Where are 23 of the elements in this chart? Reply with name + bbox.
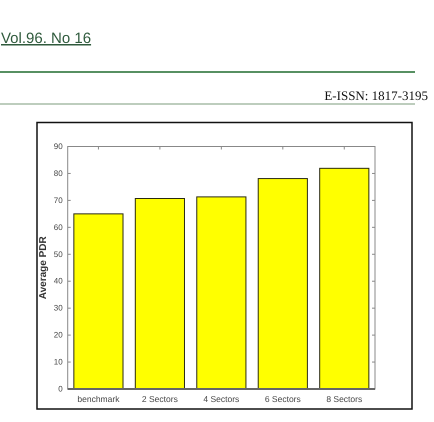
x-tick-label: 4 Sectors xyxy=(203,394,240,404)
text: Vol.96. No 16 xyxy=(1,30,92,47)
y-tick-label: 20 xyxy=(54,330,64,340)
y-tick-label: 70 xyxy=(54,196,64,205)
x-tick-label: 6 Sectors xyxy=(264,394,301,404)
y-tick-label: 30 xyxy=(54,304,64,313)
y-tick-label: 60 xyxy=(54,222,64,232)
text: E-ISSN: 1817-3195 xyxy=(324,88,428,103)
y-tick-label: 50 xyxy=(54,250,64,259)
bar xyxy=(196,196,246,390)
bar xyxy=(319,168,370,390)
bar xyxy=(73,213,124,390)
y-tick-label: 80 xyxy=(54,168,64,178)
y-axis-title: Average PDR xyxy=(38,235,49,300)
y-tick-label: 40 xyxy=(54,276,64,286)
x-tick-label: benchmark xyxy=(77,394,120,404)
y-tick-label: 0 xyxy=(58,384,64,394)
y-tick-label: 10 xyxy=(54,358,64,367)
bar xyxy=(134,198,185,390)
x-tick-label: 8 Sectors xyxy=(326,394,362,404)
y-tick-label: 90 xyxy=(54,142,64,151)
x-tick-label: 2 Sectors xyxy=(142,394,178,404)
bar xyxy=(258,178,308,390)
